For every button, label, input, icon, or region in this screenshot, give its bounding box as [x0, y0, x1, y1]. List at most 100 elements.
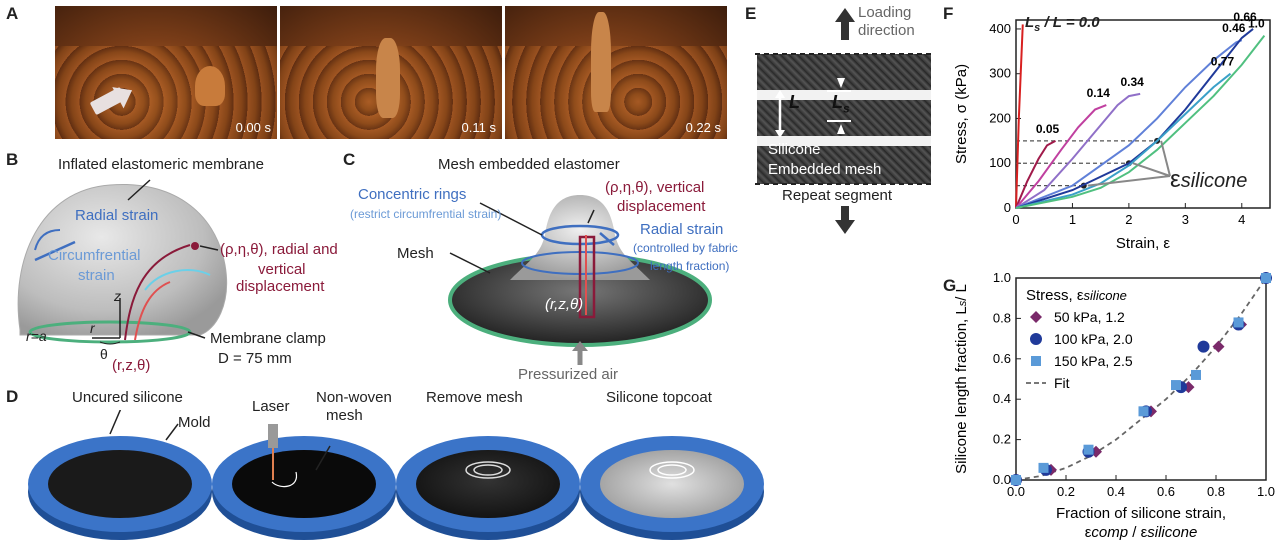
y-axis-label-part: s: [957, 300, 969, 306]
air-arrow-head: [572, 341, 588, 351]
series-label: 0.14: [1087, 86, 1111, 100]
clamp-pointer: [187, 331, 206, 339]
y-axis-label-part: Silicone length fraction, L: [953, 306, 970, 474]
y-tick-label: 0.8: [993, 310, 1011, 325]
x-tick-label: 0.6: [1157, 484, 1175, 499]
y-tick-label: 0: [1004, 200, 1011, 215]
panel-g-label: G: [943, 276, 957, 295]
radial-strain-c-arrow: [599, 232, 615, 246]
radial-strain-arrow: [34, 240, 76, 262]
disp-curve-lightblue: [144, 269, 211, 291]
L-label: L: [789, 92, 800, 112]
mold-2: [212, 424, 396, 540]
series-label: 0.46: [1222, 21, 1246, 35]
step4-label: Silicone topcoat: [606, 389, 712, 406]
theta-arc: [99, 341, 121, 345]
sample-overlay: [755, 53, 933, 185]
circ-strain-arrow: [34, 229, 61, 251]
disp-pointer: [199, 245, 219, 251]
y-axis-label-part: / L: [953, 284, 970, 301]
timestamp: 0.00 s: [235, 120, 271, 135]
Ls-main: L: [832, 92, 843, 112]
step3-label: Remove mesh: [426, 389, 523, 406]
y-tick-label: 0.4: [993, 391, 1011, 406]
legend-marker: [1031, 356, 1041, 366]
theta-label: θ: [100, 346, 108, 362]
x-axis-label-part: ε: [1085, 524, 1092, 541]
mesh-pointer-d: [315, 445, 331, 471]
skin-texture: [505, 46, 727, 139]
mesh-band: [757, 146, 931, 184]
skin-texture: [55, 46, 277, 139]
rings-label-2: (restrict circumfrential strain): [350, 207, 502, 221]
x-tick-label: 0: [1012, 212, 1019, 227]
series-line-0.34: [1015, 92, 1141, 209]
y-tick-label: 200: [989, 110, 1011, 125]
panel-d-label: D: [6, 387, 19, 406]
mold-label: Mold: [178, 414, 211, 431]
disp-point: [191, 242, 199, 250]
series-label: 0.05: [1036, 122, 1060, 136]
point-150 kPa, 2.5: [1233, 317, 1244, 328]
r-label: r: [90, 320, 95, 336]
mesh-pointer: [449, 252, 491, 274]
nonwoven-label-2: mesh: [326, 407, 363, 424]
plot-frame: [1015, 19, 1271, 209]
point-150 kPa, 2.5: [1138, 406, 1149, 417]
stress-strain-chart: 0 1 2 3 4 0 100 200 300 400 Strain, ε Stress, σ (kP…: [953, 10, 1271, 252]
point-150 kPa, 2.5: [1171, 380, 1181, 391]
x-tick-label: 3: [1182, 212, 1189, 227]
y-tick-label: 400: [989, 21, 1011, 36]
c-disp-label-1: (ρ,η,θ), vertical: [605, 179, 705, 196]
membrane-diagram: [17, 179, 228, 345]
repeat-segment-label: Repeat segment: [782, 187, 893, 204]
silicone-band: [757, 90, 931, 100]
f-legend-tail: / L = 0.0: [1040, 14, 1100, 31]
embedded-mesh-label: Embedded mesh: [768, 161, 882, 178]
series-label: 0.34: [1120, 75, 1144, 89]
y-tick-label: 0.6: [993, 351, 1011, 366]
plot-frame: [1015, 277, 1267, 481]
point-50 kPa, 1.2: [1212, 340, 1225, 353]
x-tick-label: 0.4: [1107, 484, 1125, 499]
x-tick-label: 4: [1238, 212, 1245, 227]
series-line-0.46: [1015, 39, 1243, 209]
silicone-band: [757, 136, 931, 146]
eps-pointer: [1160, 140, 1171, 177]
b-disp-label-3: displacement: [236, 278, 325, 295]
radial-strain-c-label-3: length fraction): [650, 259, 730, 273]
timestamp: 0.11 s: [461, 120, 496, 135]
point-150 kPa, 2.5: [1261, 273, 1271, 283]
membrane-dome: [17, 183, 228, 336]
photo-frame-2: 0.22 s: [505, 6, 727, 139]
point-150 kPa, 2.5: [1083, 444, 1094, 455]
c-coords-label: (r,z,θ): [545, 296, 584, 313]
eps-pointer: [1132, 162, 1171, 177]
x-axis-label-part: silicone: [1147, 524, 1197, 541]
mesh-band: [757, 100, 931, 136]
nonwoven-label-1: Non-woven: [316, 389, 392, 406]
x-axis-label-line2: εcomp / εsilicone: [1085, 524, 1198, 541]
radial-strain-c-label-1: Radial strain: [640, 221, 724, 238]
series-line-0.14: [1015, 104, 1107, 209]
step1-label: Uncured silicone: [72, 389, 183, 406]
y-tick-label: 300: [989, 66, 1011, 81]
title-pointer: [127, 179, 151, 201]
f-legend-head: L: [1025, 14, 1035, 31]
papilla-tall: [591, 12, 611, 112]
timestamp: 0.22 s: [685, 120, 721, 135]
step1-pointer: [109, 410, 122, 435]
point-100 kPa, 2.0: [1197, 340, 1210, 353]
disp-curve-orange: [134, 281, 171, 341]
bump: [195, 66, 225, 106]
membrane-title: Inflated elastomeric membrane: [58, 156, 264, 173]
x-axis-label-part: / ε: [1128, 524, 1148, 541]
clamp-label: Membrane clamp: [210, 330, 326, 347]
series-line-0.0: [1015, 24, 1024, 209]
silicone-label: Silicone: [768, 141, 821, 158]
series-line-0.66: [1015, 28, 1254, 209]
series-line-0.05: [1015, 139, 1056, 209]
loading-label-1: Loading: [858, 4, 912, 21]
legend-marker: [1030, 333, 1042, 345]
legend-label: 50 kPa, 1.2: [1054, 309, 1125, 325]
